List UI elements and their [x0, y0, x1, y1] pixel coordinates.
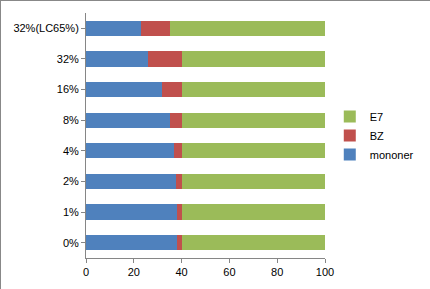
svg-text:BZ: BZ [370, 130, 384, 142]
svg-text:0: 0 [83, 266, 89, 278]
svg-text:0%: 0% [63, 237, 79, 249]
svg-text:32%: 32% [57, 53, 79, 65]
svg-text:32%(LC65%): 32%(LC65%) [13, 22, 78, 34]
svg-text:1%: 1% [63, 206, 79, 218]
svg-text:8%: 8% [63, 114, 79, 126]
svg-text:100: 100 [316, 266, 334, 278]
svg-text:80: 80 [271, 266, 283, 278]
svg-text:2%: 2% [63, 175, 79, 187]
svg-text:4%: 4% [63, 145, 79, 157]
svg-text:20: 20 [128, 266, 140, 278]
svg-text:16%: 16% [57, 83, 79, 95]
svg-text:60: 60 [223, 266, 235, 278]
svg-text:E7: E7 [370, 111, 383, 123]
svg-text:40: 40 [175, 266, 187, 278]
svg-text:mononer: mononer [370, 149, 414, 161]
